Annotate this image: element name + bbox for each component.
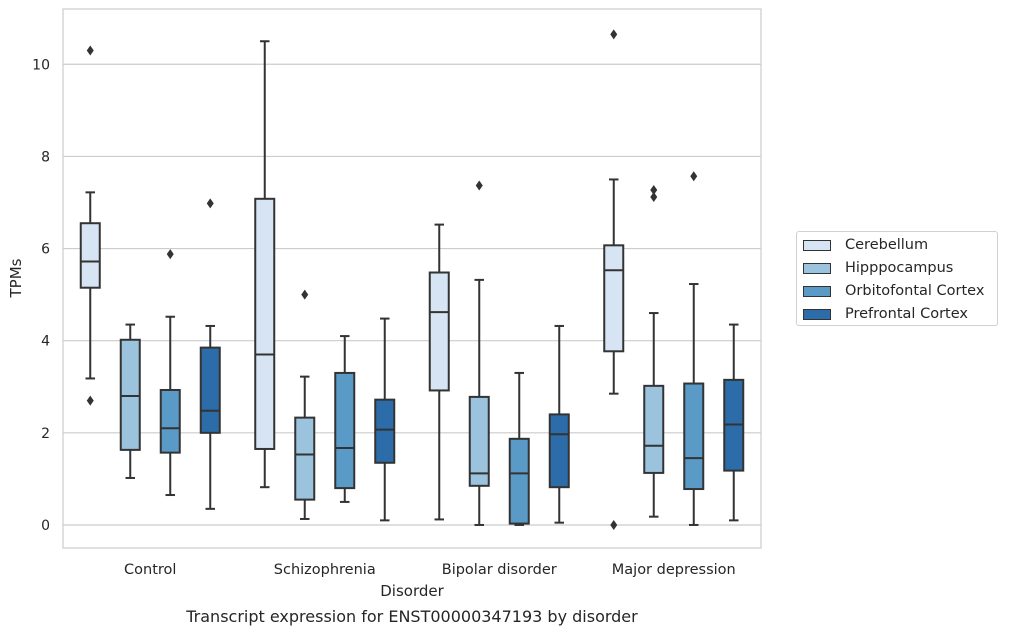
box-body	[468, 395, 490, 487]
box-1-1	[294, 289, 316, 520]
box-body	[199, 346, 221, 434]
x-axis-label: Disorder	[380, 582, 444, 600]
x-tick-label-4: Major depression	[612, 562, 736, 578]
box-body	[643, 384, 665, 474]
legend-swatch-hippocampus	[803, 262, 831, 274]
box-0-2	[428, 223, 450, 521]
box-3-3	[723, 323, 745, 522]
box-body	[119, 338, 141, 451]
y-tick-label-0: 0	[41, 518, 50, 534]
box-2-0	[159, 249, 181, 497]
box-2-2	[508, 371, 530, 526]
box-0-3	[603, 29, 625, 530]
legend-label-orbitofrontal: Orbitofontal Cortex	[845, 283, 985, 299]
x-tick-label-1: Control	[124, 562, 176, 578]
outlier-point	[166, 249, 174, 260]
box-body	[374, 398, 396, 464]
box-3-2	[548, 324, 570, 524]
legend-label-prefrontal: Prefrontal Cortex	[845, 306, 968, 322]
box-1-0	[119, 323, 141, 479]
x-tick-label-2: Schizophrenia	[274, 562, 376, 578]
outlier-point	[650, 191, 658, 202]
legend-label-hippocampus: Hipppocampus	[845, 260, 954, 276]
box-0-0	[79, 45, 101, 406]
y-tick-label-2: 2	[41, 426, 50, 442]
outlier-point	[86, 45, 94, 56]
outlier-point	[690, 171, 698, 182]
box-2-3	[683, 171, 705, 526]
y-tick-label-8: 8	[41, 149, 50, 165]
outlier-point	[86, 395, 94, 406]
outlier-point	[610, 29, 618, 40]
box-body	[159, 388, 181, 454]
box-body	[508, 437, 530, 525]
box-body	[683, 382, 705, 491]
legend-item-orbitofrontal: Orbitofontal Cortex	[803, 281, 984, 301]
legend-swatch-cerebellum	[803, 239, 831, 251]
box-3-0	[199, 198, 221, 510]
outlier-point	[610, 519, 618, 530]
legend-item-hippocampus: Hipppocampus	[803, 258, 953, 278]
outlier-point	[650, 185, 658, 196]
boxes-layer	[79, 29, 745, 530]
box-body	[294, 416, 316, 501]
plot-area-frame	[62, 8, 762, 549]
legend-item-cerebellum: Cerebellum	[803, 235, 928, 255]
legend: Cerebellum Hipppocampus Orbitofontal Cor…	[796, 231, 998, 326]
y-axis-label: TPMs	[7, 258, 25, 298]
box-body	[428, 271, 450, 392]
x-tick-labels: Control Schizophrenia Bipolar disorder Majo…	[124, 562, 736, 578]
outlier-point	[475, 180, 483, 191]
box-2-1	[334, 335, 356, 503]
y-tick-label-6: 6	[41, 242, 50, 258]
legend-swatch-orbitofrontal	[803, 285, 831, 297]
box-0-1	[254, 40, 276, 489]
legend-swatch-prefrontal	[803, 308, 831, 320]
outlier-point	[301, 289, 309, 300]
y-tick-labels: 0 2 4 6 8 10	[32, 57, 50, 534]
x-tick-label-3: Bipolar disorder	[442, 562, 557, 578]
outlier-point	[206, 198, 214, 209]
box-1-3	[643, 185, 665, 518]
chart-caption: Transcript expression for ENST0000034719…	[185, 607, 638, 626]
legend-item-prefrontal: Prefrontal Cortex	[803, 304, 968, 324]
legend-label-cerebellum: Cerebellum	[845, 237, 929, 253]
box-body	[548, 413, 570, 489]
box-body	[79, 222, 101, 289]
box-body	[254, 197, 276, 450]
box-1-2	[468, 180, 490, 526]
y-tick-label-4: 4	[41, 334, 50, 350]
box-3-1	[374, 317, 396, 522]
y-tick-label-10: 10	[32, 57, 50, 73]
box-body	[603, 244, 625, 353]
box-body	[334, 371, 356, 490]
